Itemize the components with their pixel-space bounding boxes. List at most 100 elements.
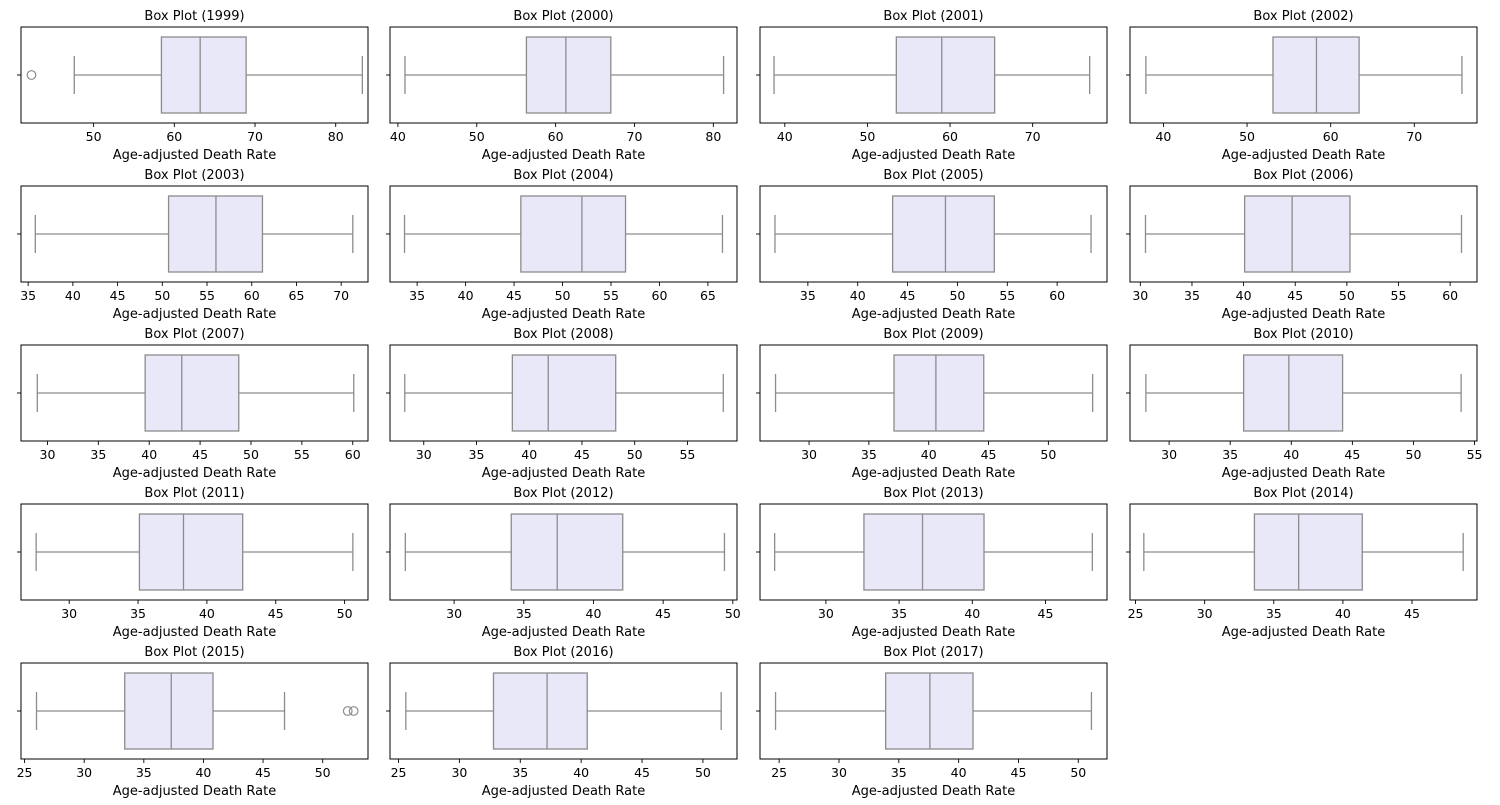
box-plot-panel: Box Plot (2014) 25 30 35 40 45 Age-adjusted De… <box>1126 486 1478 640</box>
x-axis-label: Age-adjusted Death Rate <box>1222 625 1385 640</box>
x-tick-label: 60 <box>652 288 668 303</box>
x-tick-label: 50 <box>555 288 571 303</box>
x-axis-label: Age-adjusted Death Rate <box>113 466 276 481</box>
x-tick-label: 60 <box>942 129 958 144</box>
iqr-box <box>893 354 985 432</box>
x-axis-label: Age-adjusted Death Rate <box>1222 307 1385 322</box>
x-tick-label: 55 <box>679 447 695 462</box>
x-tick-label: 45 <box>1404 606 1420 621</box>
box-plot-panel: Box Plot (2000) 40 50 60 70 80 Age-adjusted De… <box>386 9 738 163</box>
x-axis-label: Age-adjusted Death Rate <box>482 148 645 163</box>
x-tick-label: 50 <box>859 129 875 144</box>
x-tick-label: 50 <box>725 606 741 621</box>
x-tick-label: 50 <box>315 765 331 780</box>
panel-title: Box Plot (2015) <box>144 645 244 660</box>
box-plot-panel: Box Plot (2016) 25 30 35 40 45 50 Age-adjusted … <box>386 645 738 799</box>
x-tick-label: 40 <box>1283 447 1299 462</box>
x-tick-label: 70 <box>627 129 643 144</box>
panel-title: Box Plot (2010) <box>1253 327 1353 342</box>
x-tick-label: 50 <box>1239 129 1255 144</box>
x-tick-label: 30 <box>1161 447 1177 462</box>
box-plot-panel: Box Plot (2012) 30 35 40 45 50 Age-adjusted De… <box>386 486 741 640</box>
panel-title: Box Plot (2012) <box>513 486 613 501</box>
panel-title: Box Plot (2001) <box>883 9 983 24</box>
panel-title: Box Plot (2008) <box>513 327 613 342</box>
x-axis-label: Age-adjusted Death Rate <box>852 784 1015 799</box>
panel-title: Box Plot (2011) <box>144 486 244 501</box>
x-tick-label: 65 <box>700 288 716 303</box>
x-tick-label: 45 <box>574 447 590 462</box>
panel-title: Box Plot (2013) <box>883 486 983 501</box>
x-tick-label: 45 <box>981 447 997 462</box>
x-tick-label: 40 <box>586 606 602 621</box>
x-tick-label: 30 <box>446 606 462 621</box>
iqr-box <box>138 513 244 591</box>
panel-title: Box Plot (2004) <box>513 168 613 183</box>
x-axis-label: Age-adjusted Death Rate <box>1222 466 1385 481</box>
x-tick-label: 35 <box>861 447 877 462</box>
x-tick-label: 40 <box>195 765 211 780</box>
x-tick-label: 45 <box>110 288 126 303</box>
box-plot-panel: Box Plot (2006) 30 35 40 45 50 55 60 Age-adjuste… <box>1126 168 1478 322</box>
x-tick-label: 35 <box>469 447 485 462</box>
x-tick-label: 45 <box>255 765 271 780</box>
x-tick-label: 30 <box>801 447 817 462</box>
box-plot-panel: Box Plot (2011) 30 35 40 45 50 Age-adjusted De… <box>17 486 369 640</box>
box-plot-panel: Box Plot (2008) 30 35 40 45 50 55 Age-adjusted … <box>386 327 738 481</box>
x-tick-label: 35 <box>891 606 907 621</box>
x-tick-label: 70 <box>247 129 263 144</box>
x-tick-label: 55 <box>1467 447 1483 462</box>
x-tick-label: 35 <box>136 765 152 780</box>
x-tick-label: 30 <box>831 765 847 780</box>
x-tick-label: 30 <box>76 765 92 780</box>
x-tick-label: 40 <box>65 288 81 303</box>
x-tick-label: 50 <box>949 288 965 303</box>
x-tick-label: 45 <box>634 765 650 780</box>
x-tick-label: 65 <box>289 288 305 303</box>
x-tick-label: 50 <box>1339 288 1355 303</box>
x-axis-label: Age-adjusted Death Rate <box>482 784 645 799</box>
panel-title: Box Plot (2009) <box>883 327 983 342</box>
iqr-box <box>520 195 627 273</box>
iqr-box <box>891 195 995 273</box>
x-tick-label: 40 <box>951 765 967 780</box>
x-tick-label: 40 <box>390 129 406 144</box>
x-tick-label: 40 <box>199 606 215 621</box>
box-plot-panel: Box Plot (2001) 40 50 60 70 Age-adjusted Deat… <box>756 9 1108 163</box>
x-tick-label: 50 <box>1406 447 1422 462</box>
x-tick-label: 35 <box>800 288 816 303</box>
outlier-point <box>342 706 353 716</box>
box-plot-panel: Box Plot (2003) 35 40 45 50 55 60 65 70 Age-adjus… <box>17 168 369 322</box>
panel-title: Box Plot (2002) <box>1253 9 1353 24</box>
x-tick-label: 40 <box>1335 606 1351 621</box>
x-axis-label: Age-adjusted Death Rate <box>852 466 1015 481</box>
x-tick-label: 40 <box>777 129 793 144</box>
iqr-box <box>863 513 985 591</box>
iqr-box <box>1243 195 1351 273</box>
x-tick-label: 55 <box>603 288 619 303</box>
x-tick-label: 35 <box>130 606 146 621</box>
x-axis-label: Age-adjusted Death Rate <box>1222 148 1385 163</box>
x-tick-label: 55 <box>999 288 1015 303</box>
x-tick-label: 35 <box>1266 606 1282 621</box>
x-tick-label: 50 <box>154 288 170 303</box>
iqr-box <box>895 36 996 114</box>
x-tick-label: 50 <box>86 129 102 144</box>
x-tick-label: 45 <box>268 606 284 621</box>
x-tick-label: 30 <box>416 447 432 462</box>
box-plot-panel: Box Plot (2013) 30 35 40 45 Age-adjusted Deat… <box>756 486 1108 640</box>
iqr-box <box>525 36 612 114</box>
iqr-box <box>144 354 240 432</box>
x-tick-label: 40 <box>1236 288 1252 303</box>
x-tick-label: 40 <box>1155 129 1171 144</box>
x-tick-label: 60 <box>166 129 182 144</box>
x-tick-label: 25 <box>771 765 787 780</box>
x-tick-label: 50 <box>1070 765 1086 780</box>
x-tick-label: 40 <box>964 606 980 621</box>
x-tick-label: 80 <box>705 129 721 144</box>
iqr-box <box>1253 513 1363 591</box>
box-plot-panel: Box Plot (2004) 35 40 45 50 55 60 65 Age-adjuste… <box>386 168 738 322</box>
iqr-box <box>492 672 588 750</box>
x-tick-label: 50 <box>695 765 711 780</box>
